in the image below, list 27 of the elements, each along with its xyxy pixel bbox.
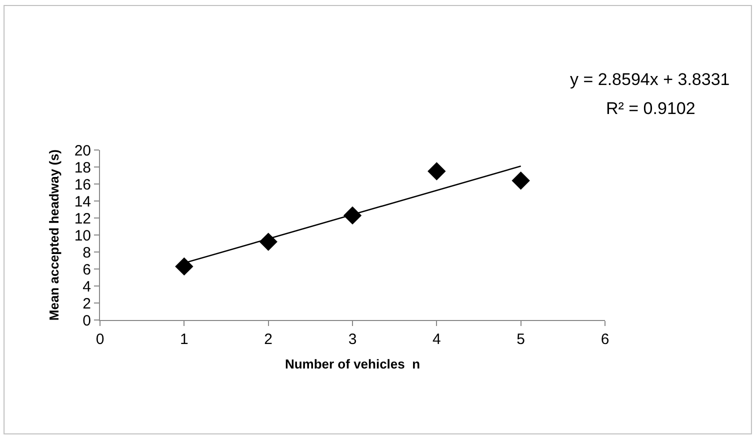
x-tick-label: 3 — [348, 331, 357, 348]
y-tick-label: 14 — [74, 193, 91, 210]
x-tick-label: 4 — [432, 331, 441, 348]
y-tick-label: 20 — [74, 142, 91, 160]
x-tick-label: 5 — [516, 331, 525, 348]
y-tick-label: 12 — [74, 210, 91, 228]
x-tick-label: 1 — [180, 331, 188, 348]
x-axis-title: Number of vehicles n — [284, 356, 420, 372]
y-tick-label: 4 — [82, 278, 91, 296]
y-tick-label: 10 — [74, 227, 91, 244]
text: y = 2.8594x + 3.8331 — [570, 70, 730, 89]
point — [259, 232, 278, 251]
y-tick-label: 18 — [74, 159, 91, 176]
y-tick-label: 6 — [82, 261, 91, 278]
y-tick-label: 16 — [74, 176, 91, 194]
x-tick-label: 0 — [96, 331, 104, 348]
y-tick-label: 0 — [82, 312, 91, 330]
x-tick-label: 6 — [600, 331, 610, 348]
y-axis-title: Mean accepted headway (s) — [46, 149, 62, 321]
point — [175, 257, 194, 276]
y-tick-label: 2 — [82, 295, 91, 312]
text: R² = 0.9102 — [606, 99, 696, 118]
point — [512, 172, 530, 190]
y-tick-label: 8 — [82, 244, 91, 262]
point — [343, 206, 362, 225]
point — [428, 162, 446, 180]
x-tick-label: 2 — [264, 331, 272, 348]
